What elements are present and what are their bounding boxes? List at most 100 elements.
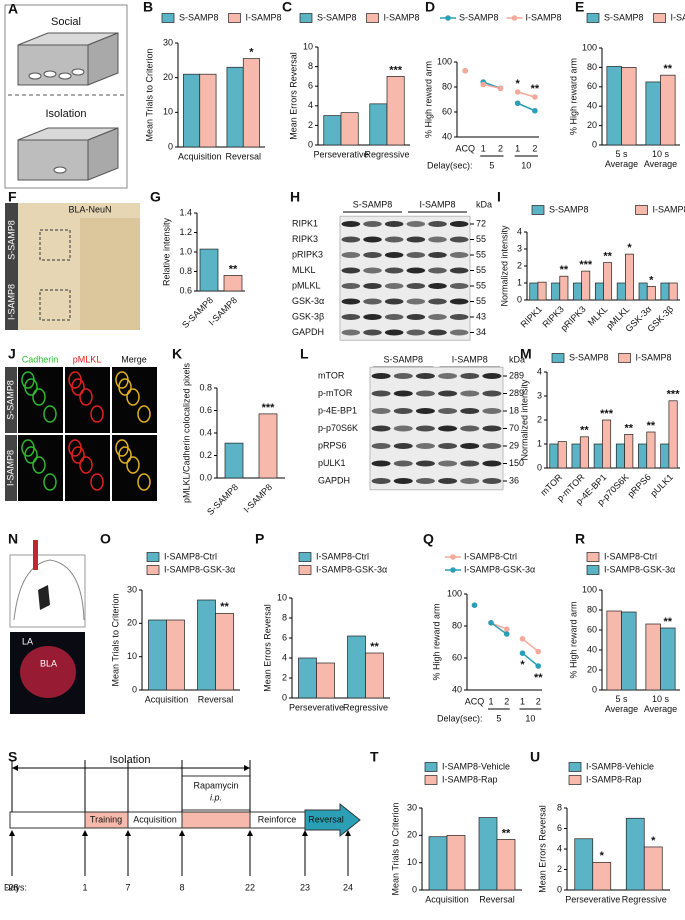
x-title: Delay(sec): <box>427 160 473 170</box>
label: Reversal <box>308 814 344 824</box>
blot-band <box>428 236 447 243</box>
label: 34 <box>476 327 486 337</box>
label: 24 <box>343 882 353 892</box>
y-tick-label: 0 <box>308 139 313 149</box>
bar <box>625 817 645 891</box>
blot-band <box>415 390 435 397</box>
stage-training <box>84 811 129 829</box>
x-tick-label: 5 s Average <box>605 694 638 714</box>
y-tick-label: 6 <box>282 632 287 642</box>
y-tick-label: 1 <box>537 438 542 448</box>
significance: ** <box>603 251 612 263</box>
y-tick-label: 0.4 <box>199 427 212 437</box>
x-tick-label: RIPK1 <box>519 304 544 329</box>
bar <box>660 282 670 301</box>
y-tick-label: 0 <box>592 684 597 694</box>
panel-letter: U <box>530 749 540 765</box>
bar <box>386 76 405 146</box>
x-tick-label: 2 <box>536 696 541 706</box>
bar <box>660 74 676 146</box>
panel-letter: E <box>575 0 584 15</box>
line <box>490 622 508 635</box>
significance: ** <box>647 420 656 432</box>
significance: ** <box>560 264 569 276</box>
y-tick-label: 100 <box>582 42 597 52</box>
x-tick-label: pULK1 <box>648 472 675 499</box>
bar <box>571 443 581 469</box>
point <box>535 663 542 669</box>
y-tick-label: 60 <box>442 106 452 116</box>
blot-band <box>393 408 413 414</box>
bar <box>215 612 234 691</box>
significance: ** <box>370 641 379 653</box>
bar <box>621 611 637 691</box>
blot-band <box>371 443 391 449</box>
x-tick-label: I-SAMP8 <box>242 482 275 515</box>
blot-band <box>460 443 480 449</box>
x-tick-label: Perseverative <box>313 149 368 159</box>
day-arrowhead <box>247 830 253 836</box>
micrograph <box>112 435 157 501</box>
label: BLA-NeuN <box>68 204 111 214</box>
label: Days: <box>4 882 27 892</box>
y-axis-title: Mean Errors Reversal <box>262 604 272 692</box>
y-tick-label: 4 <box>537 366 542 376</box>
label: 8 <box>179 882 184 892</box>
x-tick-label: S-SAMP8 <box>205 482 240 517</box>
cell <box>118 446 132 464</box>
point <box>519 650 526 656</box>
blot-band <box>482 390 502 397</box>
x-tick-label: Acquisition <box>145 694 189 704</box>
label: S-SAMP8 <box>353 199 393 209</box>
point <box>514 100 521 107</box>
bar <box>668 400 678 469</box>
y-tick-label: 0 <box>168 141 173 151</box>
y-tick-label: 10 <box>127 651 137 661</box>
y-tick-label: 3 <box>517 243 522 253</box>
bar <box>579 436 589 469</box>
blot-band <box>341 252 361 258</box>
blot-band <box>371 373 391 379</box>
blot-band <box>406 298 426 305</box>
legend-swatch <box>653 13 666 23</box>
cell <box>32 388 46 406</box>
bar <box>645 81 661 146</box>
y-tick-label: 30 <box>163 37 173 47</box>
legend-swatch <box>146 552 160 562</box>
blot-band <box>460 373 480 379</box>
day-arrowhead <box>345 830 351 836</box>
blot-band <box>393 478 413 484</box>
bar <box>340 112 359 146</box>
micrograph <box>65 435 110 501</box>
x-group-label: 10 <box>521 160 531 170</box>
blot-band <box>371 408 391 414</box>
label: p-p70S6K <box>318 423 358 433</box>
label: Rapamycin <box>193 780 238 790</box>
label: -28 <box>5 882 18 892</box>
bar <box>660 443 670 469</box>
label: p-mTOR <box>318 388 353 398</box>
line <box>483 83 501 89</box>
y-tick-label: 40 <box>442 131 452 141</box>
bar <box>551 282 561 301</box>
bar <box>668 282 678 301</box>
stage-rapamycin <box>181 811 251 829</box>
x-tick-label: Reversal <box>225 151 261 161</box>
significance: * <box>520 659 525 671</box>
bar <box>638 443 648 469</box>
y-tick-label: 60 <box>587 624 597 634</box>
y-tick-label: 0 <box>517 294 522 304</box>
legend-point <box>511 15 518 21</box>
label: 23 <box>300 882 310 892</box>
label: kDa <box>509 354 525 364</box>
cell <box>137 473 151 491</box>
panel-letter: L <box>300 346 309 362</box>
legend-point <box>445 15 451 21</box>
y-tick-label: 2 <box>557 864 562 874</box>
legend-label: I-SAMP8 <box>526 12 562 22</box>
blot-membrane <box>369 366 504 491</box>
x-tick-label: pRPS6 <box>626 472 653 499</box>
line <box>517 102 536 112</box>
legend-point <box>450 567 456 573</box>
